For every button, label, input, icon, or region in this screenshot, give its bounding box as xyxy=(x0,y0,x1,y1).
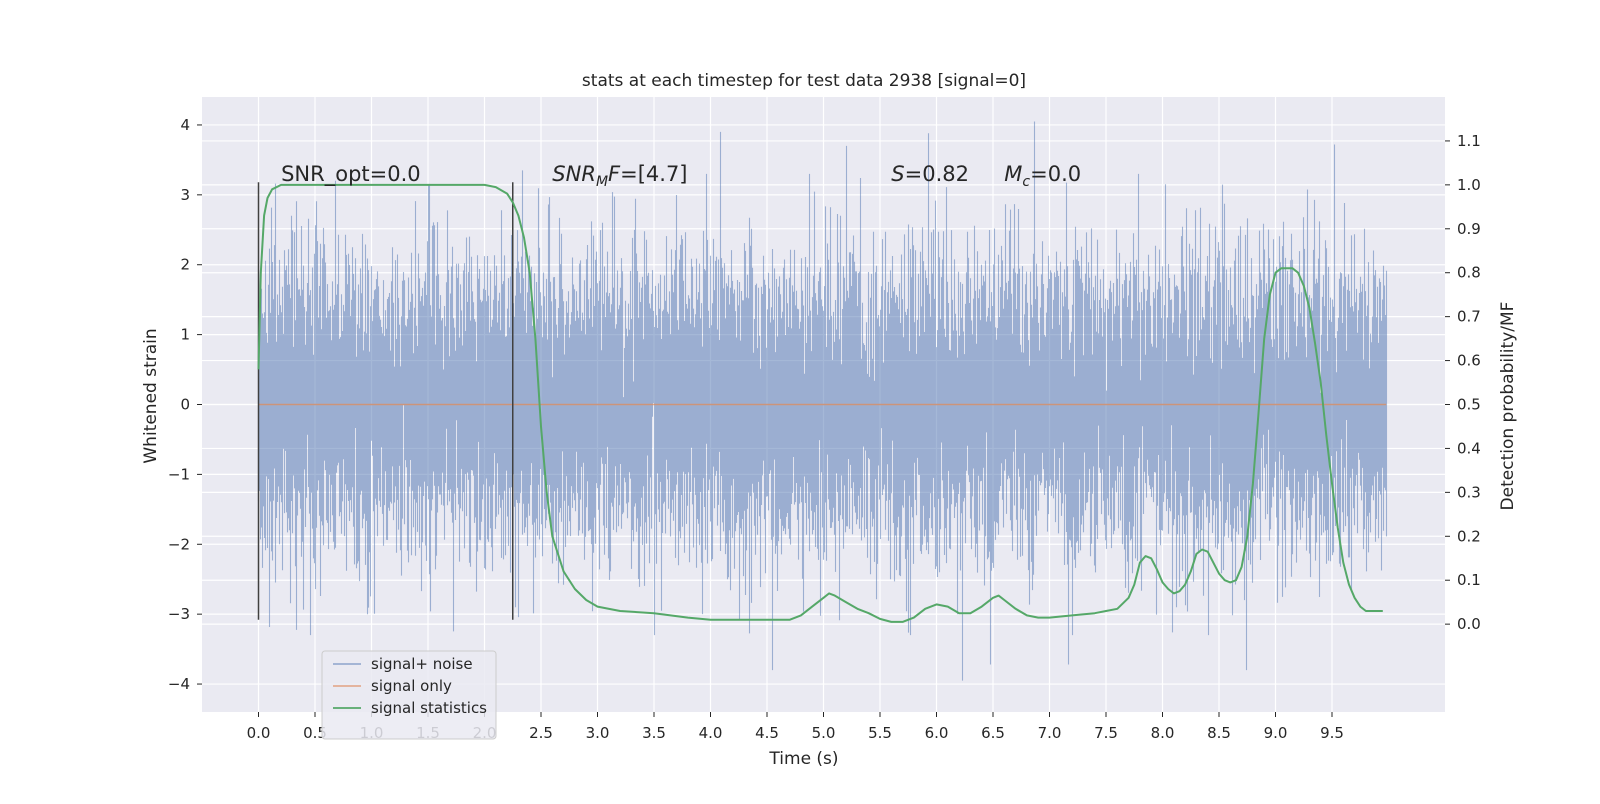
y2-tick-label: 0.1 xyxy=(1457,571,1481,589)
x-tick-label: 2.5 xyxy=(529,724,553,742)
annotation-text: Mc=0.0 xyxy=(1004,162,1081,190)
y-tick-label: −2 xyxy=(168,535,190,553)
legend-label-noise: signal+ noise xyxy=(371,655,473,673)
x-tick-label: 3.0 xyxy=(586,724,610,742)
y-tick-label: 1 xyxy=(180,326,190,344)
x-tick-label: 6.0 xyxy=(925,724,949,742)
y2-tick-label: 0.2 xyxy=(1457,527,1481,545)
legend-label-signal-only: signal only xyxy=(371,677,452,695)
y2-axis-ticks: 0.0 0.1 0.2 0.3 0.4 0.5 0.6 0.7 0.8 0.9 1.0 1.1 xyxy=(1445,132,1481,633)
y2-tick-label: 0.9 xyxy=(1457,220,1481,238)
signal-statistics-series xyxy=(257,183,1383,623)
x-tick-label: 5.5 xyxy=(868,724,892,742)
chart-title: stats at each timestep for test data 293… xyxy=(582,71,1026,91)
x-tick-label: 8.0 xyxy=(1151,724,1175,742)
y-tick-label: 4 xyxy=(180,116,190,134)
annotations: SNR_opt=0.0 SNRMF=[4.7] S=0.82 Mc=0.0 xyxy=(281,162,1081,190)
y-axis-label: Whitened strain xyxy=(141,328,161,463)
statistics-line xyxy=(257,183,1383,623)
y2-tick-label: 0.0 xyxy=(1457,615,1481,633)
x-tick-label: 4.5 xyxy=(755,724,779,742)
y2-tick-label: 1.0 xyxy=(1457,176,1481,194)
x-tick-label: 0.0 xyxy=(247,724,271,742)
x-tick-label: 6.5 xyxy=(981,724,1005,742)
y-tick-label: −1 xyxy=(168,465,190,483)
y-tick-label: 3 xyxy=(180,186,190,204)
y-tick-label: −4 xyxy=(168,675,190,693)
y2-tick-label: 0.6 xyxy=(1457,352,1481,370)
legend-label-statistics: signal statistics xyxy=(371,699,487,717)
x-tick-label: 7.5 xyxy=(1094,724,1118,742)
annotation-text: SNRMF=[4.7] xyxy=(552,162,687,190)
legend-box xyxy=(321,650,497,740)
x-tick-label: 7.0 xyxy=(1038,724,1062,742)
x-tick-label: 8.5 xyxy=(1207,724,1231,742)
y-tick-label: 0 xyxy=(180,396,190,414)
x-tick-label: 0.5 xyxy=(303,724,327,742)
annotation-text: SNR_opt=0.0 xyxy=(281,162,421,187)
y-tick-label: 2 xyxy=(180,256,190,274)
y2-tick-label: 0.4 xyxy=(1457,439,1481,457)
x-tick-label: 9.5 xyxy=(1320,724,1344,742)
y2-tick-label: 0.5 xyxy=(1457,396,1481,414)
y-tick-label: −3 xyxy=(168,605,190,623)
vertical-markers xyxy=(257,182,514,620)
x-tick-label: 9.0 xyxy=(1264,724,1288,742)
x-tick-label: 3.5 xyxy=(642,724,666,742)
x-axis-label: Time (s) xyxy=(768,749,838,769)
y2-tick-label: 0.7 xyxy=(1457,308,1481,326)
y-axis-ticks: −4 −3 −2 −1 0 1 2 3 4 xyxy=(168,116,202,693)
y2-tick-label: 1.1 xyxy=(1457,132,1481,150)
legend: signal+ noise signal only signal statist… xyxy=(321,650,497,740)
x-tick-label: 4.0 xyxy=(699,724,723,742)
annotation-text: S=0.82 xyxy=(891,162,969,186)
y2-tick-label: 0.3 xyxy=(1457,483,1481,501)
y2-axis-label: Detection probability/MF xyxy=(1498,302,1518,511)
x-tick-label: 5.0 xyxy=(812,724,836,742)
y2-tick-label: 0.8 xyxy=(1457,264,1481,282)
